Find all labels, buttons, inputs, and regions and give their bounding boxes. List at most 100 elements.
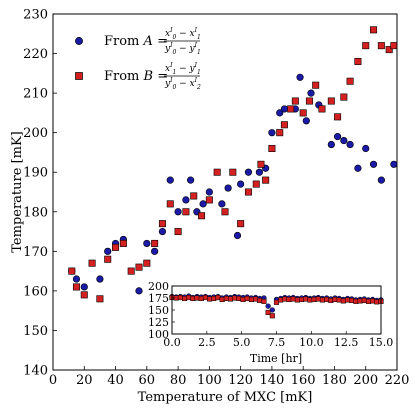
inset-data-point xyxy=(253,296,259,302)
inset-y-tick-label: 175 xyxy=(148,292,169,305)
data-point xyxy=(299,109,307,117)
data-point xyxy=(80,283,88,291)
inset-y-tick-label: 125 xyxy=(148,316,169,329)
data-point xyxy=(327,140,335,149)
data-point xyxy=(390,42,398,50)
inset-chart: 0.0 2.5 5.0 7.5 10.0 12.5 15.0100125150175200 … xyxy=(148,280,393,365)
data-point xyxy=(182,196,190,204)
data-point xyxy=(72,275,81,283)
inset-data-point xyxy=(207,296,213,302)
inset-data-point xyxy=(215,294,221,301)
inset-data-point xyxy=(361,297,367,303)
data-point xyxy=(333,133,342,141)
data-point xyxy=(244,188,252,196)
y-tick-label: 180 xyxy=(23,205,48,220)
data-point xyxy=(233,231,242,240)
data-point xyxy=(334,113,342,121)
main-axes: 0 20 40 60 80 100 120 140 160 180 200 220 140 150 160 1… xyxy=(23,8,409,389)
data-point xyxy=(143,259,151,267)
data-point xyxy=(104,247,112,255)
inset-data-point xyxy=(194,295,200,301)
inset-background xyxy=(172,286,381,334)
data-point xyxy=(166,200,174,208)
data-point xyxy=(174,208,182,216)
x-tick-label: 0 xyxy=(49,373,57,388)
inset-data-point xyxy=(202,294,208,301)
y-tick-label: 210 xyxy=(23,87,48,102)
inset-x-tick-label: 7.5 xyxy=(268,336,286,349)
data-point xyxy=(80,291,88,299)
inset-data-point xyxy=(311,296,317,302)
data-point xyxy=(340,136,348,145)
data-point xyxy=(199,200,207,208)
inset-data-point xyxy=(374,299,380,305)
data-point xyxy=(385,46,393,54)
inset-x-axis-label: Time [hr] xyxy=(250,352,302,365)
data-point xyxy=(362,144,370,153)
data-point xyxy=(205,188,213,196)
data-point xyxy=(327,97,335,105)
data-point xyxy=(346,140,354,149)
y-tick-label: 220 xyxy=(23,47,48,62)
series-from-b xyxy=(68,26,398,303)
data-point xyxy=(96,275,104,283)
data-point xyxy=(88,259,96,267)
inset-y-tick-label: 100 xyxy=(148,328,169,341)
data-point xyxy=(280,121,288,129)
legend-marker-from-a xyxy=(75,37,83,45)
inset-data-point xyxy=(282,296,288,302)
x-tick-label: 120 xyxy=(228,373,253,388)
y-tick-label: 200 xyxy=(23,126,48,141)
inset-x-tick-label: 5.0 xyxy=(233,336,251,349)
inset-data-point xyxy=(269,313,275,319)
inset-y-tick-label: 200 xyxy=(148,280,169,293)
data-point xyxy=(135,287,143,295)
data-point xyxy=(229,168,237,176)
data-point xyxy=(262,176,270,184)
y-tick-label: 230 xyxy=(23,8,48,23)
y-axis-label: Temperature [mK] xyxy=(10,131,25,252)
series-from-a xyxy=(68,73,398,295)
inset-data-point xyxy=(290,296,296,302)
main-axes-frame xyxy=(52,13,398,371)
inset-data-point xyxy=(294,297,300,303)
inset-data-point xyxy=(353,298,359,304)
data-point xyxy=(244,168,253,176)
data-point xyxy=(224,184,232,192)
inset-data-point xyxy=(332,296,338,302)
data-point xyxy=(158,227,167,236)
x-axis-label: Temperature of MXC [mK] xyxy=(138,390,313,405)
inset-data-point xyxy=(324,296,330,302)
legend-var-a: A xyxy=(143,34,153,49)
data-point xyxy=(276,109,284,117)
inset-data-point xyxy=(357,298,363,304)
inset-data-point xyxy=(261,298,267,304)
inset-data-point xyxy=(319,297,326,303)
inset-data-point xyxy=(365,298,372,304)
inset-data-point xyxy=(307,297,313,303)
y-tick-label: 140 xyxy=(23,364,48,379)
data-point xyxy=(187,176,195,184)
data-point xyxy=(166,176,174,184)
inset-data-point xyxy=(336,297,342,303)
data-point xyxy=(340,93,348,101)
inset-data-point xyxy=(177,294,183,301)
inset-x-tick-label: 2.5 xyxy=(198,336,216,349)
data-point xyxy=(287,105,295,113)
inset-data-point xyxy=(265,309,271,315)
inset-data-point xyxy=(349,297,355,303)
inset-x-tick-label: 10.0 xyxy=(299,336,324,349)
data-point xyxy=(127,267,135,275)
y-tick-label: 150 xyxy=(23,324,48,339)
data-point xyxy=(302,117,310,125)
inset-data-point xyxy=(240,296,246,302)
data-point xyxy=(68,267,76,275)
y-tick-label: 190 xyxy=(23,166,48,181)
data-point xyxy=(112,243,120,251)
data-point xyxy=(276,129,284,137)
inset-data-point xyxy=(219,296,225,302)
x-tick-label: 220 xyxy=(385,373,410,388)
data-point xyxy=(354,164,362,172)
data-point xyxy=(354,57,362,65)
